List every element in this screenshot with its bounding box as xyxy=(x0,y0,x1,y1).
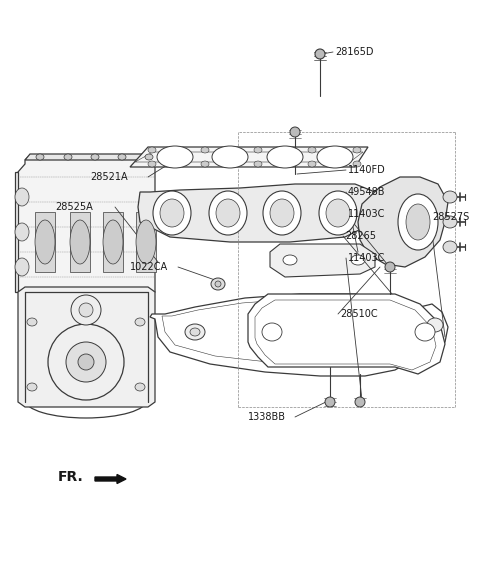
Text: 1022CA: 1022CA xyxy=(130,262,168,272)
Ellipse shape xyxy=(66,342,106,382)
Ellipse shape xyxy=(64,154,72,160)
Ellipse shape xyxy=(385,262,395,272)
Ellipse shape xyxy=(36,154,44,160)
Polygon shape xyxy=(15,172,18,292)
Ellipse shape xyxy=(15,258,29,276)
Ellipse shape xyxy=(262,323,282,341)
Ellipse shape xyxy=(135,318,145,326)
Ellipse shape xyxy=(118,154,126,160)
Text: 1140FD: 1140FD xyxy=(348,165,386,175)
Ellipse shape xyxy=(415,323,435,341)
Text: 28165D: 28165D xyxy=(335,47,373,57)
Ellipse shape xyxy=(326,199,350,227)
Ellipse shape xyxy=(15,188,29,206)
Ellipse shape xyxy=(315,49,325,59)
Ellipse shape xyxy=(215,281,221,287)
Polygon shape xyxy=(130,147,368,167)
Ellipse shape xyxy=(136,220,156,264)
Ellipse shape xyxy=(325,397,335,407)
Text: 28265: 28265 xyxy=(345,231,376,241)
Polygon shape xyxy=(70,212,90,272)
Polygon shape xyxy=(415,304,448,347)
Polygon shape xyxy=(138,184,385,242)
Text: 28527S: 28527S xyxy=(432,212,469,222)
Ellipse shape xyxy=(71,295,101,325)
Ellipse shape xyxy=(27,383,37,391)
Ellipse shape xyxy=(443,216,457,228)
Ellipse shape xyxy=(308,147,316,153)
Ellipse shape xyxy=(254,161,262,167)
Ellipse shape xyxy=(443,191,457,203)
Text: 28521A: 28521A xyxy=(90,172,128,182)
Ellipse shape xyxy=(216,199,240,227)
Ellipse shape xyxy=(79,303,93,317)
Ellipse shape xyxy=(201,147,209,153)
Ellipse shape xyxy=(201,161,209,167)
Ellipse shape xyxy=(153,191,191,235)
Ellipse shape xyxy=(35,220,55,264)
Ellipse shape xyxy=(15,223,29,241)
Polygon shape xyxy=(18,287,155,407)
Ellipse shape xyxy=(254,147,262,153)
Ellipse shape xyxy=(443,241,457,253)
Ellipse shape xyxy=(355,397,365,407)
Ellipse shape xyxy=(212,146,248,168)
Ellipse shape xyxy=(27,318,37,326)
Ellipse shape xyxy=(319,191,357,235)
Text: 11403C: 11403C xyxy=(348,209,385,219)
Ellipse shape xyxy=(103,220,123,264)
Polygon shape xyxy=(358,177,448,267)
Ellipse shape xyxy=(353,147,361,153)
Polygon shape xyxy=(25,154,160,160)
Ellipse shape xyxy=(135,383,145,391)
Ellipse shape xyxy=(290,127,300,137)
Ellipse shape xyxy=(91,154,99,160)
Ellipse shape xyxy=(398,194,438,250)
FancyArrow shape xyxy=(95,474,126,483)
Polygon shape xyxy=(136,212,156,272)
Ellipse shape xyxy=(351,255,365,265)
Ellipse shape xyxy=(427,318,443,332)
Polygon shape xyxy=(103,212,123,272)
Text: 1338BB: 1338BB xyxy=(248,412,286,422)
Polygon shape xyxy=(248,294,445,374)
Ellipse shape xyxy=(283,255,297,265)
Ellipse shape xyxy=(406,204,430,240)
Text: 11403C: 11403C xyxy=(348,253,385,263)
Polygon shape xyxy=(18,157,155,300)
Ellipse shape xyxy=(353,161,361,167)
Ellipse shape xyxy=(267,146,303,168)
Ellipse shape xyxy=(209,191,247,235)
Ellipse shape xyxy=(270,199,294,227)
Text: 28510C: 28510C xyxy=(340,309,378,319)
Ellipse shape xyxy=(190,328,200,336)
Ellipse shape xyxy=(317,146,353,168)
Ellipse shape xyxy=(78,354,94,370)
Polygon shape xyxy=(35,212,55,272)
Ellipse shape xyxy=(185,324,205,340)
Ellipse shape xyxy=(48,324,124,400)
Ellipse shape xyxy=(157,146,193,168)
Ellipse shape xyxy=(70,220,90,264)
Ellipse shape xyxy=(263,191,301,235)
Ellipse shape xyxy=(148,147,156,153)
Ellipse shape xyxy=(211,278,225,290)
Ellipse shape xyxy=(148,161,156,167)
Text: 49548B: 49548B xyxy=(348,187,385,197)
Ellipse shape xyxy=(308,161,316,167)
Text: FR.: FR. xyxy=(58,470,84,484)
Text: 28525A: 28525A xyxy=(55,202,93,212)
Polygon shape xyxy=(270,244,375,277)
Polygon shape xyxy=(150,294,428,376)
Ellipse shape xyxy=(160,199,184,227)
Ellipse shape xyxy=(145,154,153,160)
